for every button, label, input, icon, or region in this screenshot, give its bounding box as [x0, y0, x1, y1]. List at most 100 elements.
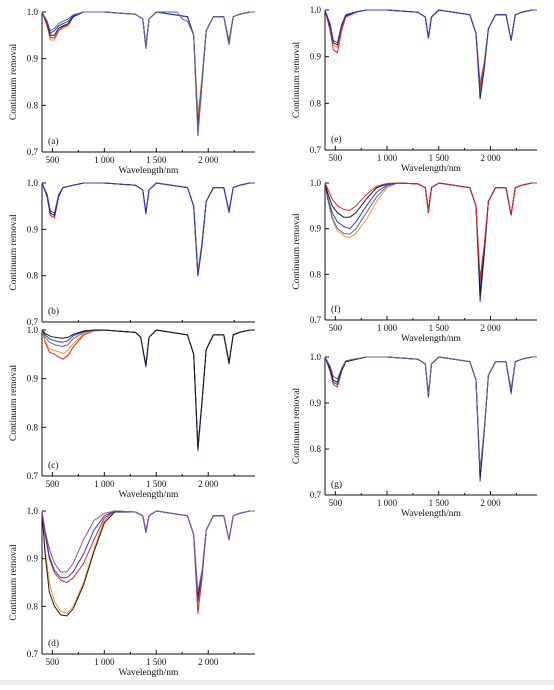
x-tick-label: 1 000: [377, 498, 398, 508]
chart-panel-f: 0.7 0.8 0.9 1.0 500 1 000 1 500 2 000 Wavelength…: [292, 178, 537, 344]
series-line-orange: [41, 329, 255, 449]
y-tick-label: 1.0: [310, 178, 322, 188]
chart-panel-d: 0.7 0.8 0.9 1.0 500 1 000 1 500 2 000 Wavelength…: [9, 506, 255, 678]
y-tick-label: 0.8: [310, 444, 322, 454]
x-tick-label: 500: [46, 155, 60, 165]
panel-label: (e): [331, 134, 342, 145]
panel-label: (b): [48, 306, 59, 317]
x-axis-label: Wavelength/nm: [119, 668, 180, 678]
series-line-slate: [41, 11, 255, 134]
series-line-orange: [324, 182, 537, 284]
x-tick-label: 1 500: [146, 479, 167, 489]
y-tick-label: 0.7: [27, 649, 39, 659]
x-tick-label: 500: [329, 153, 343, 163]
x-tick-label: 1 000: [377, 323, 398, 333]
x-tick-label: 500: [329, 498, 343, 508]
series-line-black: [324, 356, 537, 478]
series-line-slate: [324, 182, 537, 289]
panel-label: (a): [48, 136, 59, 147]
panel-label: (d): [48, 638, 59, 649]
chart-panel-a: 0.7 0.8 0.9 1.0 500 1 000 1 500 2 000 Wavelength…: [9, 7, 255, 176]
x-tick-label: 1 500: [429, 323, 450, 333]
y-tick-label: 0.7: [310, 315, 322, 325]
series-line-slate: [41, 329, 255, 448]
series-line-blue: [324, 356, 537, 482]
x-tick-label: 1 500: [429, 153, 450, 163]
x-tick-label: 1 000: [94, 479, 115, 489]
series-line-violet: [41, 510, 255, 593]
x-tick-label: 2 000: [198, 657, 219, 667]
y-tick-label: 1.0: [27, 7, 39, 17]
x-axis-label: Wavelength/nm: [119, 490, 180, 500]
chart-panel-e: 0.7 0.8 0.9 1.0 500 1 000 1 500 2 000 Wavelength…: [292, 5, 537, 174]
y-tick-label: 0.7: [27, 471, 39, 481]
y-tick-label: 1.0: [27, 325, 39, 335]
y-tick-label: 0.9: [27, 224, 39, 234]
series-line-blue: [41, 329, 255, 452]
y-axis-label: Continuum removal: [9, 44, 19, 121]
x-tick-label: 1 000: [94, 657, 115, 667]
x-tick-label: 500: [46, 657, 60, 667]
x-axis-label: Wavelength/nm: [401, 334, 462, 344]
series-line-black: [41, 510, 255, 617]
series-line-black: [41, 11, 255, 130]
y-tick-label: 0.9: [27, 374, 39, 384]
x-tick-label: 500: [46, 479, 60, 489]
y-axis-label: Continuum removal: [9, 365, 19, 442]
x-tick-label: 2 000: [480, 498, 501, 508]
x-axis-label: Wavelength/nm: [401, 509, 462, 519]
series-line-blue: [324, 182, 537, 303]
x-tick-label: 1 000: [94, 155, 115, 165]
y-axis-label: Continuum removal: [292, 388, 302, 465]
y-tick-label: 1.0: [27, 178, 39, 188]
x-tick-label: 1 500: [146, 657, 167, 667]
series-line-red: [324, 182, 537, 280]
y-tick-label: 0.8: [27, 601, 39, 611]
series-line-blue: [324, 9, 537, 95]
y-tick-label: 0.7: [27, 147, 39, 157]
series-line-red: [41, 11, 255, 125]
series-line-black: [324, 182, 537, 296]
chart-panel-g: 0.7 0.8 0.9 1.0 500 1 000 1 500 2 000 Wavelength…: [292, 352, 537, 519]
x-tick-label: 2 000: [198, 155, 219, 165]
chart-panel-c: 0.7 0.8 0.9 1.0 500 1 000 1 500 2 000 Wavelength…: [9, 325, 255, 500]
x-tick-label: 2 000: [198, 479, 219, 489]
x-axis-label: Wavelength/nm: [119, 166, 180, 176]
series-line-slate: [324, 356, 537, 471]
y-tick-label: 0.7: [27, 317, 39, 327]
y-tick-label: 0.8: [27, 271, 39, 281]
series-line-blue: [41, 510, 255, 603]
x-tick-label: 2 000: [480, 153, 501, 163]
y-tick-label: 0.9: [27, 54, 39, 64]
x-tick-label: 500: [329, 323, 343, 333]
chart-panel-b: 0.7 0.8 0.9 1.0 Continuum removal (b): [9, 178, 255, 327]
x-tick-label: 1 500: [146, 155, 167, 165]
panel-label: (f): [331, 304, 341, 315]
y-tick-label: 0.8: [310, 269, 322, 279]
x-tick-label: 1 000: [377, 153, 398, 163]
y-tick-label: 0.9: [310, 52, 322, 62]
y-tick-label: 0.9: [310, 398, 322, 408]
series-line-blue: [41, 182, 255, 277]
series-line-black: [41, 329, 255, 449]
series-line-blue: [41, 11, 255, 137]
bottom-rule: [0, 680, 554, 685]
x-axis-label: Wavelength/nm: [401, 164, 462, 174]
y-tick-label: 0.9: [27, 554, 39, 564]
y-tick-label: 0.8: [310, 98, 322, 108]
y-axis-label: Continuum removal: [9, 214, 19, 291]
y-tick-label: 0.8: [27, 422, 39, 432]
y-axis-label: Continuum removal: [292, 213, 302, 290]
x-tick-label: 1 500: [429, 498, 450, 508]
y-tick-label: 0.9: [310, 224, 322, 234]
y-tick-label: 0.8: [27, 100, 39, 110]
y-tick-label: 1.0: [310, 5, 322, 15]
y-axis-label: Continuum removal: [292, 42, 302, 119]
y-tick-label: 1.0: [27, 506, 39, 516]
panel-label: (g): [331, 479, 342, 490]
y-axis-label: Continuum removal: [9, 544, 19, 621]
y-tick-label: 0.7: [310, 145, 322, 155]
x-tick-label: 2 000: [480, 323, 501, 333]
